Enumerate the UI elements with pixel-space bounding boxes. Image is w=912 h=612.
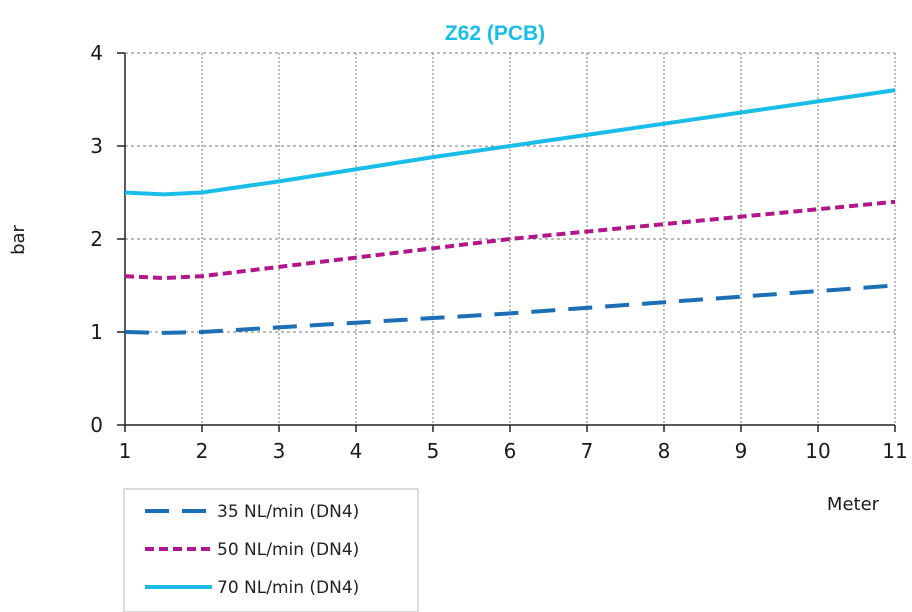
x-tick-label: 2 (196, 439, 209, 463)
y-tick-label: 1 (90, 320, 103, 344)
y-tick-label: 2 (90, 227, 103, 251)
x-axis-label: Meter (827, 494, 880, 515)
x-tick-label: 1 (119, 439, 132, 463)
y-axis-label: bar (8, 224, 29, 254)
series-line-3 (124, 88, 896, 197)
series-lines (124, 88, 896, 335)
legend: 35 NL/min (DN4) 50 NL/min (DN4) 70 NL/min … (123, 488, 419, 612)
legend-label-3: 70 NL/min (DN4) (217, 578, 359, 598)
y-tick-label: 3 (90, 134, 103, 158)
x-tick-label: 6 (504, 439, 517, 463)
y-tick-label: 4 (90, 41, 103, 65)
axes (117, 52, 896, 432)
series-line-1 (124, 283, 896, 335)
x-tick-label: 8 (658, 439, 671, 463)
x-tick-label: 9 (735, 439, 748, 463)
x-tick-label: 4 (350, 439, 363, 463)
series-line-2 (124, 199, 896, 281)
x-tick-label: 5 (427, 439, 440, 463)
x-tick-label: 3 (273, 439, 286, 463)
chart-title: Z62 (PCB) (445, 22, 545, 45)
x-tick-label: 11 (882, 439, 907, 463)
y-tick-label: 0 (90, 413, 103, 437)
legend-label-1: 35 NL/min (DN4) (217, 502, 359, 522)
x-tick-label: 7 (581, 439, 594, 463)
legend-label-2: 50 NL/min (DN4) (217, 540, 359, 560)
x-tick-label: 10 (805, 439, 830, 463)
